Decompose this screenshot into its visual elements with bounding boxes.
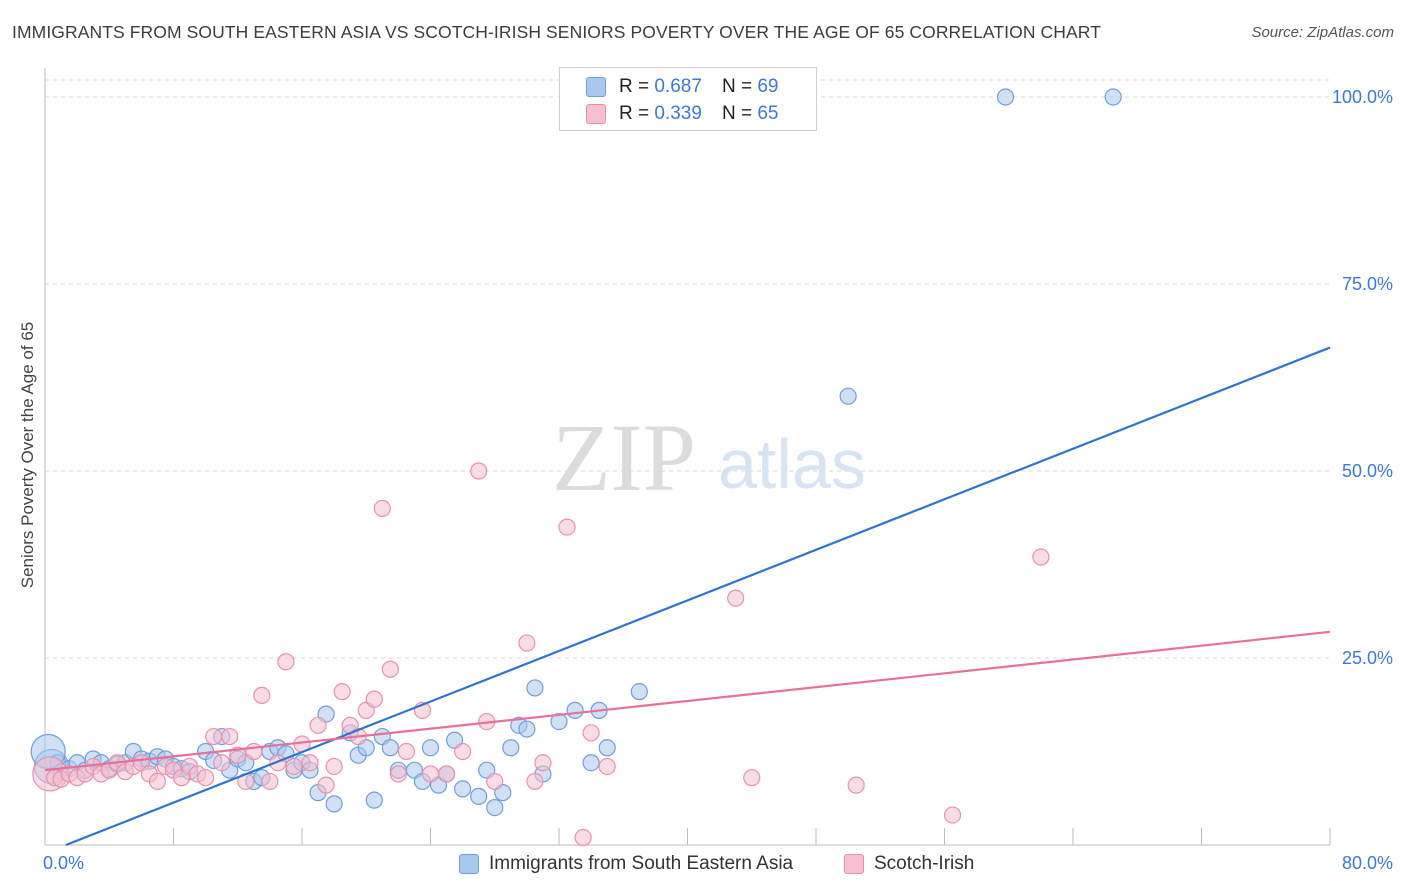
point-scotch-irish	[437, 765, 456, 783]
series-label-pink: Scotch-Irish	[874, 853, 975, 874]
legend-swatch-pink	[586, 104, 606, 124]
point-scotch-irish	[598, 757, 616, 776]
point-scotch-irish	[1032, 548, 1050, 566]
legend-n-value: 65	[757, 103, 779, 124]
trend-line-scotch-irish	[44, 630, 1331, 772]
legend-row-pink: R = 0.339 N = 65	[586, 101, 778, 127]
legend-n-label: N =	[721, 76, 753, 97]
point-scotch-irish	[381, 660, 399, 678]
point-scotch-irish	[317, 776, 335, 794]
point-immigrants	[839, 387, 857, 405]
series-swatch-blue	[459, 854, 479, 874]
point-scotch-irish	[558, 518, 576, 536]
point-scotch-irish	[301, 754, 319, 772]
point-immigrants	[381, 739, 399, 757]
legend-r-value: 0.687	[654, 76, 702, 97]
point-scotch-irish	[397, 742, 416, 761]
point-scotch-irish	[454, 742, 472, 761]
point-scotch-irish	[518, 634, 536, 652]
point-immigrants	[630, 683, 648, 701]
point-immigrants	[365, 791, 383, 809]
y-tick-label: 75.0%	[1342, 274, 1393, 294]
point-scotch-irish	[526, 772, 544, 791]
point-scotch-irish	[373, 499, 391, 517]
point-scotch-irish	[574, 828, 592, 847]
point-scotch-irish	[389, 765, 407, 783]
watermark-zip: ZIP	[552, 404, 696, 511]
point-scotch-irish	[197, 769, 215, 787]
series-label-blue: Immigrants from South Eastern Asia	[489, 853, 794, 874]
point-scotch-irish	[148, 772, 167, 791]
point-scotch-irish	[727, 589, 745, 607]
point-immigrants	[598, 739, 616, 757]
trend-lines	[44, 346, 1331, 847]
legend-r-label: R =	[619, 76, 650, 97]
point-scotch-irish	[325, 757, 343, 776]
x-tick-label: 0.0%	[43, 853, 84, 873]
point-scotch-irish	[333, 683, 351, 701]
series-legend-blue: Immigrants from South Eastern Asia	[459, 852, 793, 876]
point-immigrants	[996, 88, 1015, 106]
point-scotch-irish	[743, 769, 761, 787]
legend-n-value: 69	[757, 76, 779, 97]
source-credit: Source: ZipAtlas.com	[1251, 24, 1394, 41]
point-immigrants	[566, 701, 584, 719]
point-scotch-irish	[534, 754, 552, 772]
watermark-atlas: atlas	[718, 425, 866, 503]
point-scotch-irish	[221, 727, 239, 746]
point-immigrants	[502, 739, 520, 757]
point-immigrants	[582, 754, 600, 772]
point-scotch-irish	[309, 716, 327, 734]
point-scotch-irish	[229, 746, 247, 764]
point-immigrants	[526, 679, 544, 697]
y-tick-label: 25.0%	[1342, 648, 1393, 668]
grid-lines	[45, 79, 1330, 659]
point-immigrants	[325, 795, 343, 813]
point-immigrants	[486, 798, 504, 817]
legend-r-label: R =	[619, 103, 650, 124]
point-immigrants	[470, 787, 488, 805]
point-immigrants	[421, 739, 440, 757]
point-scotch-irish	[470, 462, 488, 480]
legend-n-label: N =	[721, 103, 753, 124]
axes	[44, 68, 1331, 846]
point-scotch-irish	[205, 727, 223, 746]
x-tick-label: 80.0%	[1342, 853, 1393, 873]
point-immigrants	[550, 712, 568, 731]
y-tick-label: 50.0%	[1342, 461, 1393, 481]
point-scotch-irish	[213, 754, 231, 772]
trend-line-immigrants	[65, 346, 1331, 847]
y-tick-label: 100.0%	[1332, 87, 1393, 107]
point-scotch-irish	[943, 806, 962, 824]
point-scotch-irish	[582, 724, 600, 742]
point-scotch-irish	[245, 742, 263, 761]
point-immigrants	[1104, 88, 1122, 106]
point-scotch-irish	[847, 776, 865, 794]
legend-swatch-blue	[586, 77, 606, 97]
watermark: ZIP atlas	[552, 404, 866, 511]
correlation-legend: R = 0.687 N = 69 R = 0.339 N = 65	[559, 67, 817, 131]
point-scotch-irish	[486, 772, 504, 791]
point-scotch-irish	[253, 686, 271, 705]
series-swatch-pink	[844, 854, 864, 874]
legend-row-blue: R = 0.687 N = 69	[586, 74, 778, 100]
tick-labels: 100.0% 75.0% 50.0% 25.0% 0.0% 80.0%	[43, 87, 1393, 873]
point-scotch-irish	[277, 653, 295, 671]
point-scotch-irish	[285, 757, 303, 776]
point-immigrants	[454, 780, 472, 798]
point-immigrants	[518, 720, 536, 738]
series-legend-pink: Scotch-Irish	[844, 852, 974, 876]
data-points	[30, 88, 1122, 847]
chart-title: IMMIGRANTS FROM SOUTH EASTERN ASIA VS SC…	[12, 22, 1102, 42]
point-scotch-irish	[261, 772, 279, 791]
point-scotch-irish	[365, 690, 383, 708]
point-scotch-irish	[421, 765, 440, 783]
legend-r-value: 0.339	[654, 103, 702, 124]
